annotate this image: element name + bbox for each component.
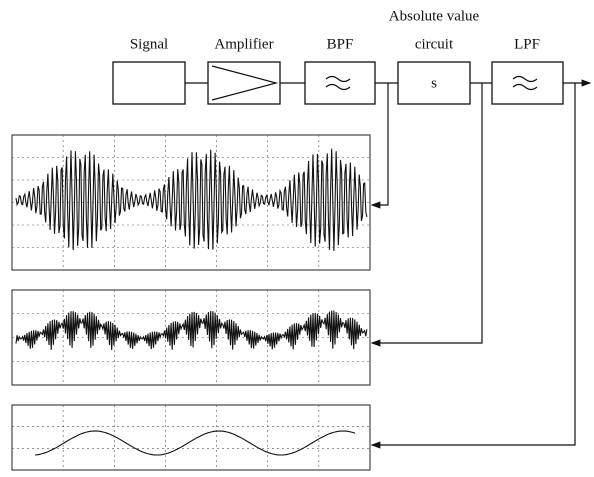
block-label: LPF xyxy=(514,36,540,52)
signal-box xyxy=(113,62,185,104)
lpf-waveform xyxy=(35,431,355,455)
lpf-box xyxy=(492,62,563,104)
diagram: Signal Amplifier BPF Absolute value circ… xyxy=(0,0,594,477)
block-symbol: s xyxy=(431,75,437,91)
scope-frame xyxy=(12,405,370,470)
block-label: BPF xyxy=(327,36,354,52)
abs-waveform xyxy=(16,311,367,351)
bpf-box xyxy=(305,62,375,104)
bpf-waveform xyxy=(16,149,367,251)
block-label: circuit xyxy=(415,36,454,52)
block-label: Absolute value xyxy=(389,8,480,24)
tap-lpf xyxy=(372,83,575,445)
block-label: Signal xyxy=(130,36,168,52)
block-label: Amplifier xyxy=(214,36,273,52)
